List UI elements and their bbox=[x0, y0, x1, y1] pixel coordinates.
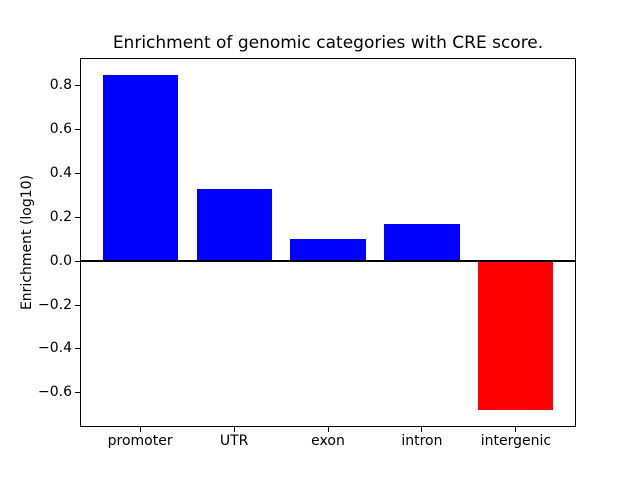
y-tick-mark bbox=[75, 348, 80, 350]
bar-promoter bbox=[102, 74, 178, 262]
y-tick-label: 0.8 bbox=[49, 77, 72, 94]
x-tick-label: UTR bbox=[219, 433, 249, 449]
x-tick-mark bbox=[515, 427, 517, 432]
y-tick-mark bbox=[75, 260, 80, 262]
y-tick-mark bbox=[75, 392, 80, 394]
y-tick-label: 0.0 bbox=[49, 252, 72, 269]
y-tick-label: −0.4 bbox=[38, 340, 72, 357]
x-tick-label: exon bbox=[311, 433, 345, 449]
bar-intron bbox=[384, 223, 460, 262]
y-tick-mark bbox=[75, 216, 80, 218]
bar-exon bbox=[290, 239, 366, 262]
x-tick-mark bbox=[139, 427, 141, 432]
y-tick-mark bbox=[75, 172, 80, 174]
x-tick-mark bbox=[421, 427, 423, 432]
y-tick-label: 0.2 bbox=[49, 208, 72, 225]
y-tick-label: 0.4 bbox=[49, 164, 72, 181]
zero-baseline bbox=[80, 260, 576, 263]
bar-UTR bbox=[196, 188, 272, 262]
y-tick-label: −0.6 bbox=[38, 384, 72, 401]
y-tick-label: −0.2 bbox=[38, 296, 72, 313]
y-tick-mark bbox=[75, 129, 80, 130]
bar-intergenic bbox=[478, 261, 554, 411]
y-axis-label: Enrichment (log10) bbox=[19, 174, 35, 311]
x-tick-mark bbox=[327, 427, 329, 432]
y-tick-label: 0.6 bbox=[49, 121, 72, 137]
x-tick-label: intergenic bbox=[480, 433, 552, 449]
x-tick-label: promoter bbox=[107, 433, 173, 449]
x-tick-mark bbox=[233, 427, 235, 432]
y-tick-mark bbox=[75, 304, 80, 306]
chart-title: Enrichment of genomic categories with CR… bbox=[112, 33, 544, 53]
x-tick-label: intron bbox=[401, 433, 443, 449]
y-tick-mark bbox=[75, 85, 80, 87]
